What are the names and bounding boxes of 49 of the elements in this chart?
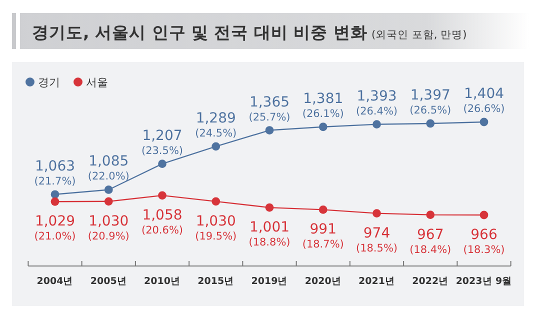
x-tick-label: 2023년 9월 — [456, 276, 512, 287]
data-label: 974 (18.5%) — [356, 225, 398, 254]
data-label: 966 (18.3%) — [463, 227, 505, 256]
x-tick-label: 2004년 — [36, 276, 74, 287]
x-tick-label: 2020년 — [304, 276, 342, 287]
legend-label: 서울 — [86, 76, 108, 89]
chart-subtitle: (외국인 포함, 만명) — [371, 29, 467, 41]
point — [426, 210, 435, 219]
point — [158, 160, 166, 168]
data-label: 1,030 (19.5%) — [195, 213, 237, 242]
x-tick-label: 2015년 — [198, 276, 234, 287]
point — [318, 205, 328, 214]
point — [480, 210, 488, 220]
legend-label: 경기 — [38, 76, 60, 89]
data-label: 1,393 (26.4%) — [356, 88, 398, 118]
point — [265, 126, 274, 134]
x-tick-label: 2010년 — [144, 276, 180, 287]
point — [212, 142, 220, 151]
point — [265, 203, 274, 212]
data-label: 991 (18.7%) — [302, 222, 344, 251]
point — [372, 209, 381, 218]
data-label: 1,289 (24.5%) — [195, 110, 237, 140]
data-label: 1,365 (25.7%) — [248, 94, 290, 124]
x-tick-label: 2022년 — [412, 276, 449, 287]
point — [426, 119, 435, 128]
point — [104, 197, 113, 206]
point — [158, 191, 166, 200]
point — [318, 122, 328, 132]
data-label: 1,030 (20.9%) — [88, 213, 130, 242]
data-label: 1,397 (26.5%) — [410, 87, 452, 116]
data-label: 1,001 (18.8%) — [248, 220, 290, 249]
data-label: 1,207 (23.5%) — [141, 128, 184, 157]
point — [212, 197, 220, 206]
chart-title: 경기도, 서울시 인구 및 전국 대비 비중 변화 — [32, 23, 368, 42]
data-label: 1,063 (21.7%) — [34, 158, 76, 188]
point — [50, 190, 60, 199]
point — [480, 118, 488, 126]
x-tick-label: 2019년 — [251, 276, 288, 287]
point — [372, 120, 381, 129]
data-label: 1,085 (22.0%) — [88, 154, 130, 183]
data-label: 1,381 (26.1%) — [302, 90, 344, 120]
data-label: 1,058 (20.6%) — [141, 207, 184, 236]
point — [50, 197, 60, 206]
point — [104, 186, 113, 194]
data-label: 1,404 (26.6%) — [463, 86, 505, 115]
data-label: 1,029 (21.0%) — [34, 214, 76, 243]
x-tick-label: 2021년 — [358, 276, 395, 287]
data-label: 967 (18.4%) — [410, 226, 452, 256]
x-tick-label: 2005년 — [90, 276, 127, 287]
